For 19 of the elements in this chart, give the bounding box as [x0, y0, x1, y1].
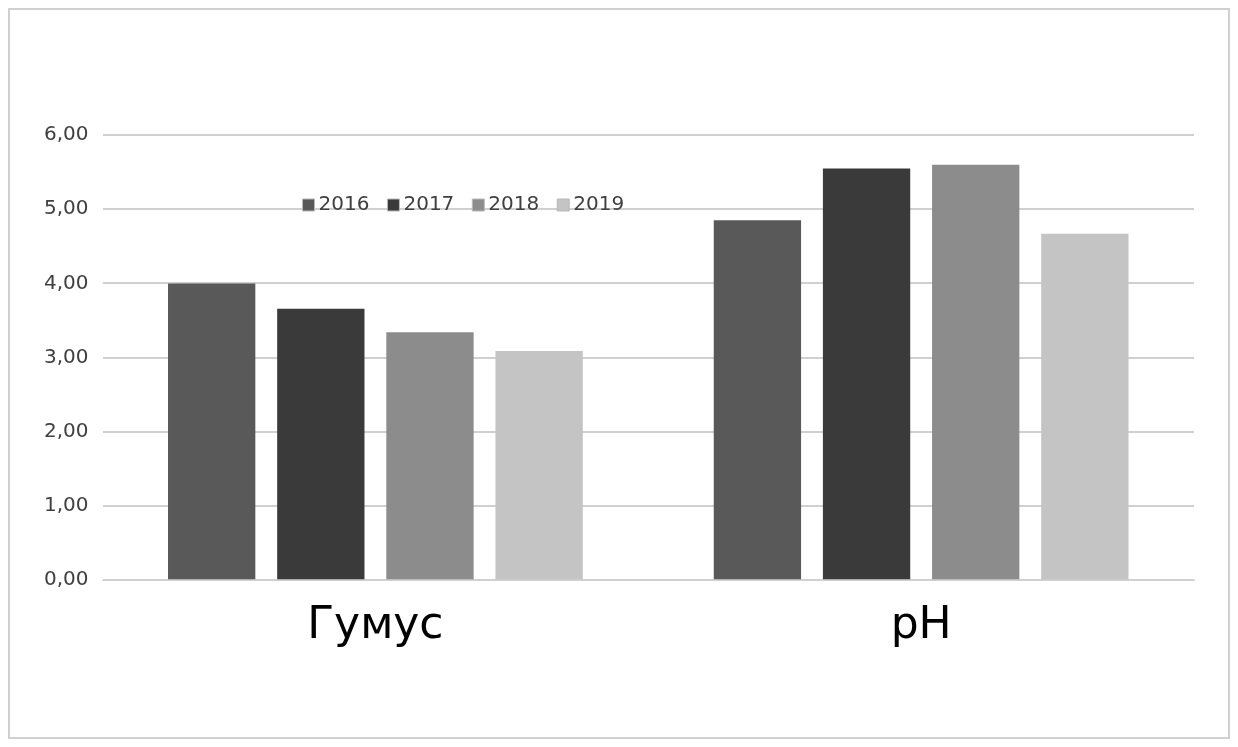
bar	[386, 332, 474, 580]
y-tick-label: 0,00	[44, 566, 89, 591]
bar	[713, 220, 802, 580]
legend-label: 2018	[488, 191, 540, 216]
legend-label: 2016	[318, 191, 370, 216]
y-tick-label: 5,00	[44, 195, 89, 220]
y-tick-label: 4,00	[44, 269, 89, 294]
y-tick-label: 3,00	[44, 343, 89, 368]
bar	[822, 168, 911, 580]
y-tick-label: 2,00	[44, 418, 89, 442]
y-tick-label: 6,00	[44, 121, 89, 146]
x-tick-label: Гумус	[307, 597, 444, 649]
bar	[277, 308, 365, 580]
x-tick-label: pH	[890, 597, 952, 649]
legend-label: 2019	[573, 191, 625, 216]
bar	[932, 164, 1020, 580]
bar	[168, 283, 256, 580]
legend-label: 2017	[403, 191, 455, 216]
y-tick-label: 1,00	[44, 492, 89, 517]
